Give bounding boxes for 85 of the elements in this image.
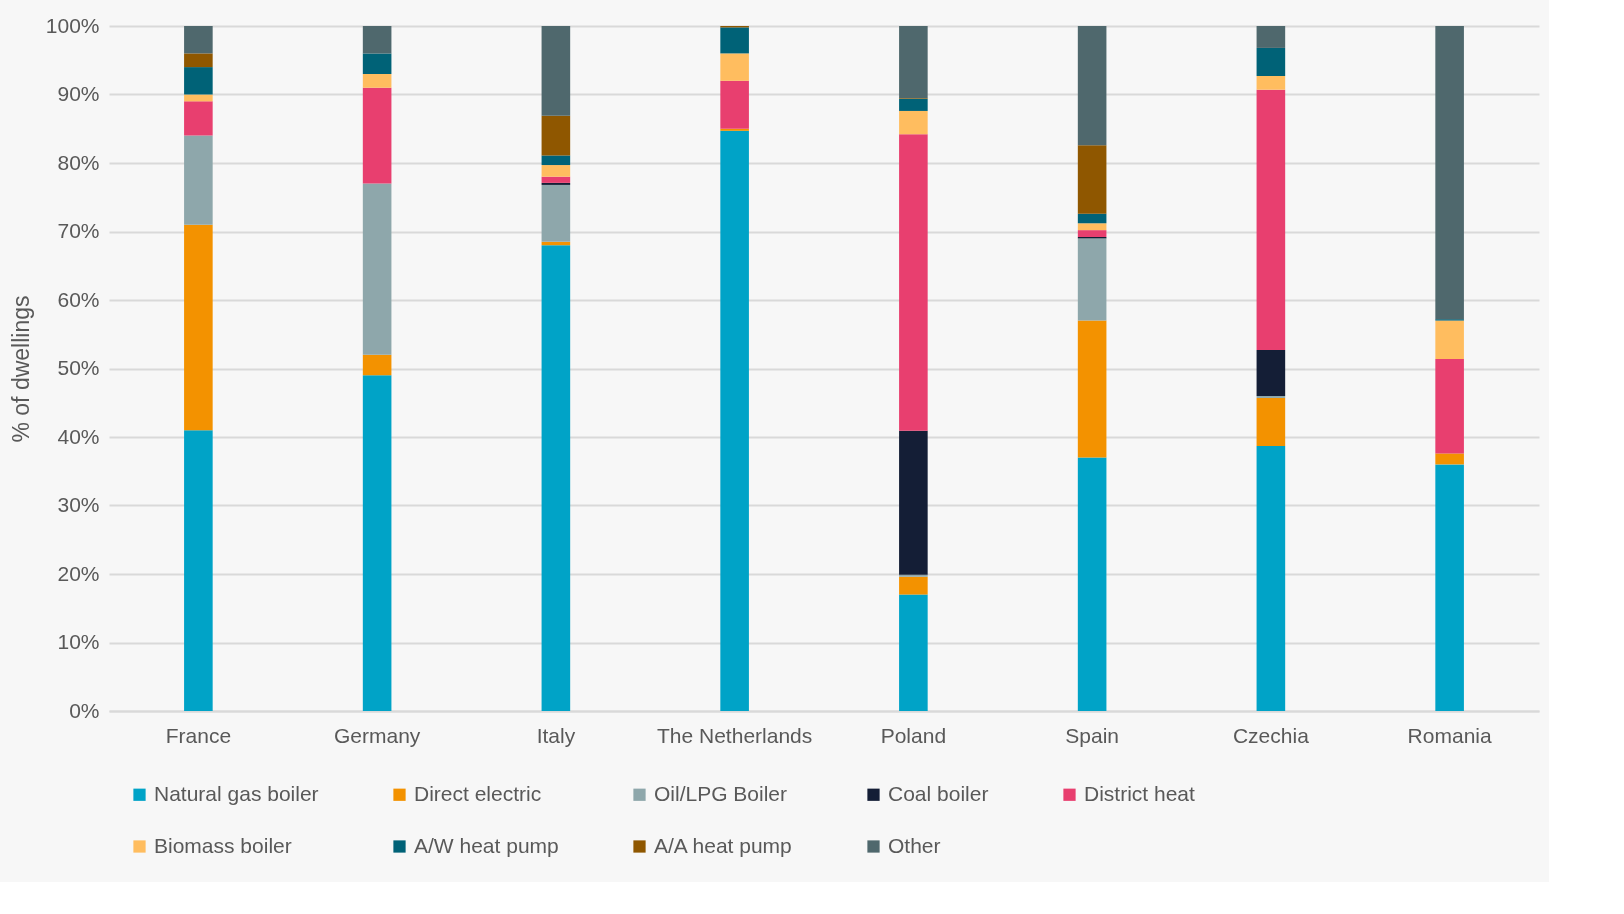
- y-axis-title: % of dwellings: [7, 295, 34, 443]
- x-tick-label: Spain: [1065, 723, 1119, 747]
- legend-label: Biomass boiler: [154, 833, 292, 857]
- bar: [362, 26, 392, 54]
- bar: [899, 26, 928, 98]
- bar: [720, 130, 749, 711]
- bar: [184, 430, 213, 711]
- bar: [1256, 89, 1286, 351]
- bar: [1077, 320, 1107, 458]
- bar: [541, 182, 571, 185]
- bar: [362, 183, 392, 355]
- x-tick-label: The Netherlands: [656, 723, 813, 747]
- bar: [720, 53, 749, 81]
- bar: [541, 165, 571, 177]
- bar: [1077, 230, 1107, 237]
- bar: [1256, 397, 1286, 446]
- bar: [899, 110, 928, 135]
- legend-label: Direct electric: [414, 781, 542, 805]
- x-tick-label: Czechia: [1232, 723, 1310, 747]
- x-tick-label: Germany: [333, 723, 421, 747]
- bar: [541, 176, 571, 183]
- bar: [899, 576, 928, 595]
- bar: [720, 27, 749, 54]
- bar: [899, 134, 928, 431]
- legend-label: Oil/LPG Boiler: [654, 781, 788, 805]
- bar: [362, 53, 392, 74]
- bar: [362, 354, 392, 376]
- y-tick-label: 60%: [57, 287, 100, 311]
- bar: [1256, 26, 1286, 48]
- bar: [362, 375, 392, 711]
- bar: [1256, 76, 1286, 90]
- bar: [541, 184, 571, 242]
- bar: [1077, 238, 1107, 321]
- bar: [1077, 26, 1107, 146]
- y-tick-label: 20%: [57, 561, 100, 585]
- legend-label: Other: [888, 833, 941, 857]
- bar: [1256, 47, 1286, 76]
- bar: [541, 26, 571, 116]
- bar: [1256, 395, 1286, 398]
- bar: [720, 128, 749, 131]
- y-tick-label: 50%: [57, 356, 100, 379]
- y-tick-label: 10%: [57, 630, 100, 653]
- bar: [899, 574, 928, 577]
- bar: [184, 67, 213, 95]
- bar: [899, 430, 928, 575]
- bar: [1435, 358, 1464, 454]
- bar: [184, 224, 213, 431]
- legend-label: Coal boiler: [888, 781, 989, 805]
- x-tick-label: Poland: [880, 723, 947, 747]
- y-tick-label: 100%: [45, 13, 100, 37]
- bar: [720, 80, 749, 129]
- bar: [1435, 320, 1464, 359]
- bar: [541, 155, 571, 166]
- y-tick-label: 30%: [57, 493, 100, 516]
- bar: [1077, 223, 1107, 231]
- bar: [899, 594, 928, 711]
- y-tick-label: 70%: [57, 219, 100, 242]
- y-tick-label: 80%: [57, 150, 100, 174]
- bar: [1435, 453, 1464, 465]
- legend-label: A/W heat pump: [414, 833, 559, 857]
- bar: [184, 101, 213, 136]
- bar: [541, 115, 571, 156]
- bar: [541, 245, 571, 711]
- x-tick-label: Italy: [536, 723, 576, 747]
- legend-label: A/A heat pump: [654, 833, 792, 857]
- bar: [184, 26, 213, 54]
- y-tick-label: 40%: [57, 424, 100, 448]
- bar: [362, 73, 392, 88]
- bar: [1077, 457, 1107, 711]
- bar: [899, 98, 928, 111]
- legend-label: Natural gas boiler: [154, 781, 319, 805]
- bar: [1256, 350, 1286, 396]
- x-tick-label: Romania: [1407, 723, 1492, 747]
- x-tick-label: France: [165, 723, 232, 747]
- y-tick-label: 90%: [57, 82, 100, 105]
- bar: [1256, 445, 1286, 711]
- bar: [1435, 26, 1464, 320]
- legend-label: District heat: [1084, 781, 1196, 805]
- y-tick-label: 0%: [69, 698, 100, 722]
- bar: [1435, 464, 1464, 711]
- bar: [184, 53, 213, 68]
- bar: [1077, 145, 1107, 214]
- bar: [362, 87, 392, 184]
- bar: [1077, 213, 1107, 224]
- bar: [184, 135, 213, 225]
